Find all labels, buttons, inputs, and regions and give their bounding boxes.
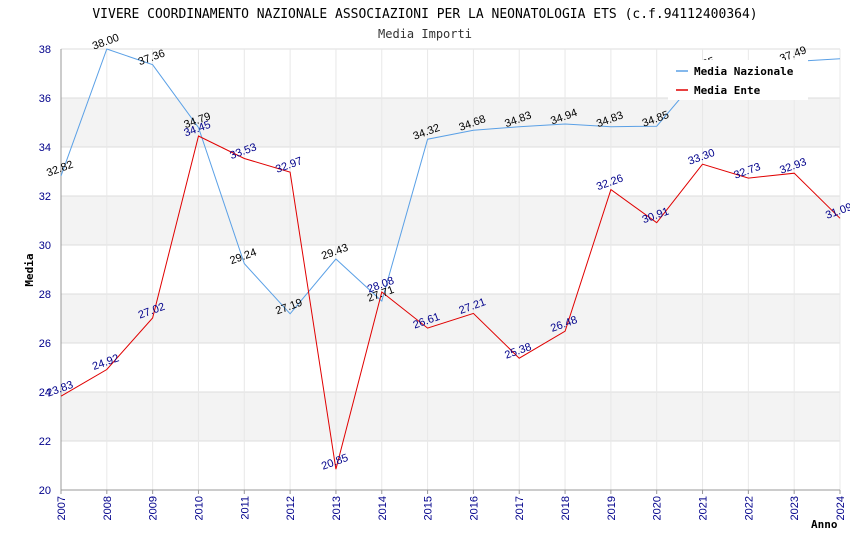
x-tick-label: 2016 [468, 496, 480, 520]
x-tick-label: 2022 [743, 496, 755, 520]
legend: Media Nazionale Media Ente [668, 60, 808, 100]
x-tick-label: 2020 [652, 496, 664, 520]
y-tick-label: 36 [39, 93, 51, 105]
x-tick-label: 2008 [102, 496, 114, 520]
x-tick-label: 2009 [148, 496, 160, 520]
y-tick-label: 30 [39, 240, 51, 252]
y-tick-label: 32 [39, 191, 51, 203]
y-tick-labels: 20 22 24 26 28 30 32 34 36 38 [39, 44, 51, 497]
grid-band [61, 196, 840, 245]
data-label: 25.38 [503, 341, 533, 362]
y-tick-label: 20 [39, 485, 51, 497]
grid-bands [61, 98, 840, 441]
chart-subtitle: Media Importi [378, 27, 472, 41]
chart-title: VIVERE COORDINAMENTO NAZIONALE ASSOCIAZI… [92, 7, 757, 22]
legend-box [668, 60, 808, 100]
x-tick-label: 2017 [514, 496, 526, 520]
axes [60, 49, 841, 494]
y-tick-label: 28 [39, 289, 51, 301]
legend-entry: Media Ente [694, 84, 761, 97]
y-tick-label: 22 [39, 436, 51, 448]
x-tick-labels: 2007 2008 2009 2010 2011 2012 2013 2014 2015 2016… [56, 496, 847, 520]
series-line-media-ente [60, 135, 841, 470]
x-tick-label: 2015 [423, 496, 435, 520]
x-axis-label: Anno [811, 518, 838, 531]
y-axis-label: Media [23, 253, 36, 286]
y-tick-label: 38 [39, 44, 51, 56]
x-tick-label: 2013 [331, 496, 343, 520]
grid-band [61, 294, 840, 343]
data-label: 32.73 [732, 161, 762, 182]
legend-entry: Media Nazionale [694, 65, 794, 78]
x-tick-label: 2007 [56, 496, 68, 520]
grid-band [61, 392, 840, 441]
grid-band [61, 98, 840, 147]
x-tick-label: 2023 [789, 496, 801, 520]
data-label: 29.24 [228, 246, 258, 267]
x-tick-label: 2018 [560, 496, 572, 520]
data-label: 32.97 [274, 155, 304, 176]
data-label: 20.85 [320, 452, 350, 473]
x-tick-label: 2011 [239, 496, 251, 520]
x-tick-label: 2010 [193, 496, 205, 520]
x-tick-label: 2021 [698, 496, 710, 520]
y-tick-label: 26 [39, 338, 51, 350]
data-label: 33.30 [687, 147, 717, 168]
y-tick-label: 34 [39, 142, 51, 154]
data-label: 32.26 [595, 172, 625, 193]
data-label: 37.36 [137, 48, 167, 69]
x-tick-label: 2019 [606, 496, 618, 520]
gridlines [60, 48, 841, 491]
x-tick-label: 2012 [285, 496, 297, 520]
x-tick-label: 2024 [835, 496, 847, 520]
data-label: 32.82 [45, 159, 75, 180]
y-tick-label: 24 [39, 387, 51, 399]
x-tick-label: 2014 [377, 496, 389, 520]
